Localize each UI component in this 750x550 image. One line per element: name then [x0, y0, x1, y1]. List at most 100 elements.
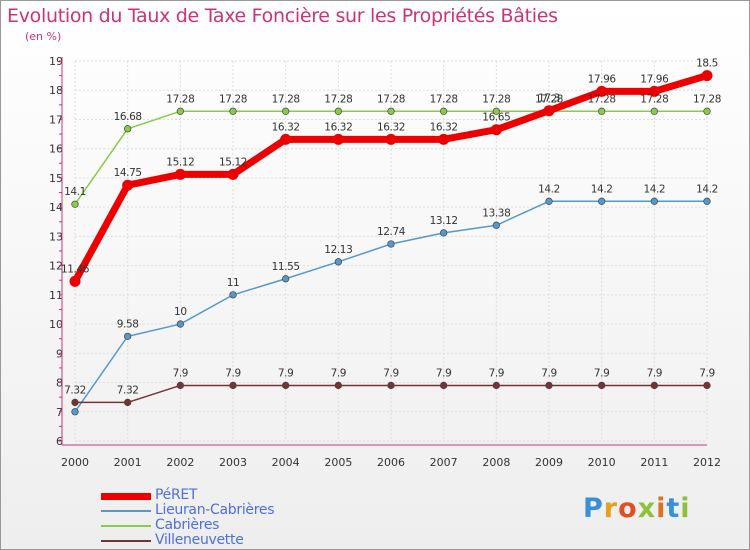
data-label: 17.28 [219, 93, 247, 105]
data-label: 12.13 [324, 244, 352, 256]
x-tick-label: 2002 [166, 456, 194, 469]
logo-letter: P [583, 493, 604, 524]
data-point [71, 398, 79, 407]
data-point [229, 381, 237, 390]
legend-label: Lieuran-Cabrières [155, 502, 275, 518]
data-point [703, 197, 711, 205]
data-point [334, 258, 342, 266]
data-label: 7.9 [225, 367, 241, 379]
data-label: 18.5 [696, 58, 718, 70]
data-label: 7.32 [117, 384, 139, 396]
data-label: 7.9 [331, 367, 347, 379]
y-tick-label: 14 [49, 201, 63, 214]
chart-title: Evolution du Taux de Taxe Foncière sur l… [7, 5, 558, 27]
x-tick-label: 2012 [693, 456, 721, 469]
data-label: 16.32 [377, 121, 405, 133]
data-point [387, 240, 395, 248]
proxiti-logo: Proxiti [583, 493, 691, 524]
series-layer [69, 70, 713, 416]
y-tick-label: 11 [49, 289, 63, 302]
data-label: 9.58 [117, 318, 139, 330]
data-label: 14.75 [114, 167, 142, 179]
data-label: 7.9 [383, 367, 399, 379]
data-point [124, 125, 132, 133]
data-label: 7.32 [64, 384, 86, 396]
data-label: 17.28 [482, 93, 510, 105]
data-label: 7.9 [541, 367, 557, 379]
data-point [598, 197, 606, 205]
x-tick-label: 2008 [482, 456, 510, 469]
data-point [650, 107, 658, 115]
data-point [490, 124, 502, 136]
data-point [703, 107, 711, 115]
data-point [440, 381, 448, 390]
data-label: 7.9 [594, 367, 610, 379]
legend-swatch [101, 493, 151, 500]
x-tick-label: 2011 [640, 456, 668, 469]
y-tick-label: 19 [49, 55, 63, 68]
data-label: 17.28 [377, 93, 405, 105]
data-point [598, 381, 606, 390]
x-tick-label: 2009 [535, 456, 563, 469]
axes: 6789101112131415161718192000200120022003… [49, 55, 721, 469]
data-point [334, 381, 342, 390]
logo-letter: i [680, 493, 691, 524]
data-label: 16.65 [482, 112, 510, 124]
data-label: 17.3 [538, 93, 560, 105]
y-tick-label: 10 [49, 318, 63, 331]
data-point [545, 381, 553, 390]
x-tick-label: 2003 [219, 456, 247, 469]
data-label: 17.96 [640, 73, 669, 85]
data-point [650, 381, 658, 390]
data-point [174, 168, 186, 180]
data-label: 7.9 [489, 367, 505, 379]
data-label: 14.1 [64, 186, 86, 198]
data-point [598, 107, 606, 115]
chart-unit-label: (en %) [25, 30, 62, 43]
data-label: 17.96 [588, 73, 617, 85]
legend-label: Cabrières [155, 517, 220, 533]
data-point [227, 168, 239, 180]
data-label: 7.9 [278, 367, 294, 379]
data-label: 15.12 [166, 156, 194, 168]
y-tick-label: 18 [49, 84, 63, 97]
data-label: 7.9 [173, 367, 189, 379]
data-label: 17.28 [272, 93, 300, 105]
data-point [387, 381, 395, 390]
data-label: 11.46 [61, 263, 90, 275]
logo-letter: i [656, 493, 667, 524]
data-point [176, 107, 184, 115]
data-label: 7.9 [436, 367, 452, 379]
data-point [438, 133, 450, 145]
data-label: 16.32 [272, 121, 300, 133]
data-point [334, 107, 342, 115]
y-tick-label: 15 [49, 172, 63, 185]
data-point [387, 107, 395, 115]
data-label: 17.28 [535, 93, 563, 105]
y-tick-label: 16 [49, 143, 63, 156]
data-point [282, 275, 290, 283]
data-point [176, 320, 184, 328]
legend-swatch [101, 540, 151, 542]
data-label: 16.32 [324, 121, 352, 133]
data-label: 14.2 [538, 183, 560, 195]
data-label: 17.28 [324, 93, 352, 105]
data-point [650, 197, 658, 205]
logo-letter: t [666, 493, 681, 524]
data-point [492, 221, 500, 229]
logo-letter: o [618, 493, 638, 524]
data-point [124, 398, 132, 407]
data-label: 7.9 [699, 367, 715, 379]
x-tick-label: 2004 [272, 456, 300, 469]
x-tick-label: 2005 [324, 456, 352, 469]
data-point [282, 107, 290, 115]
y-tick-label: 13 [49, 230, 63, 243]
data-label: 14.2 [643, 183, 665, 195]
data-label: 13.12 [430, 215, 458, 227]
data-point [282, 381, 290, 390]
data-point [69, 275, 81, 287]
data-label: 17.28 [640, 93, 668, 105]
data-label: 7.9 [647, 367, 663, 379]
